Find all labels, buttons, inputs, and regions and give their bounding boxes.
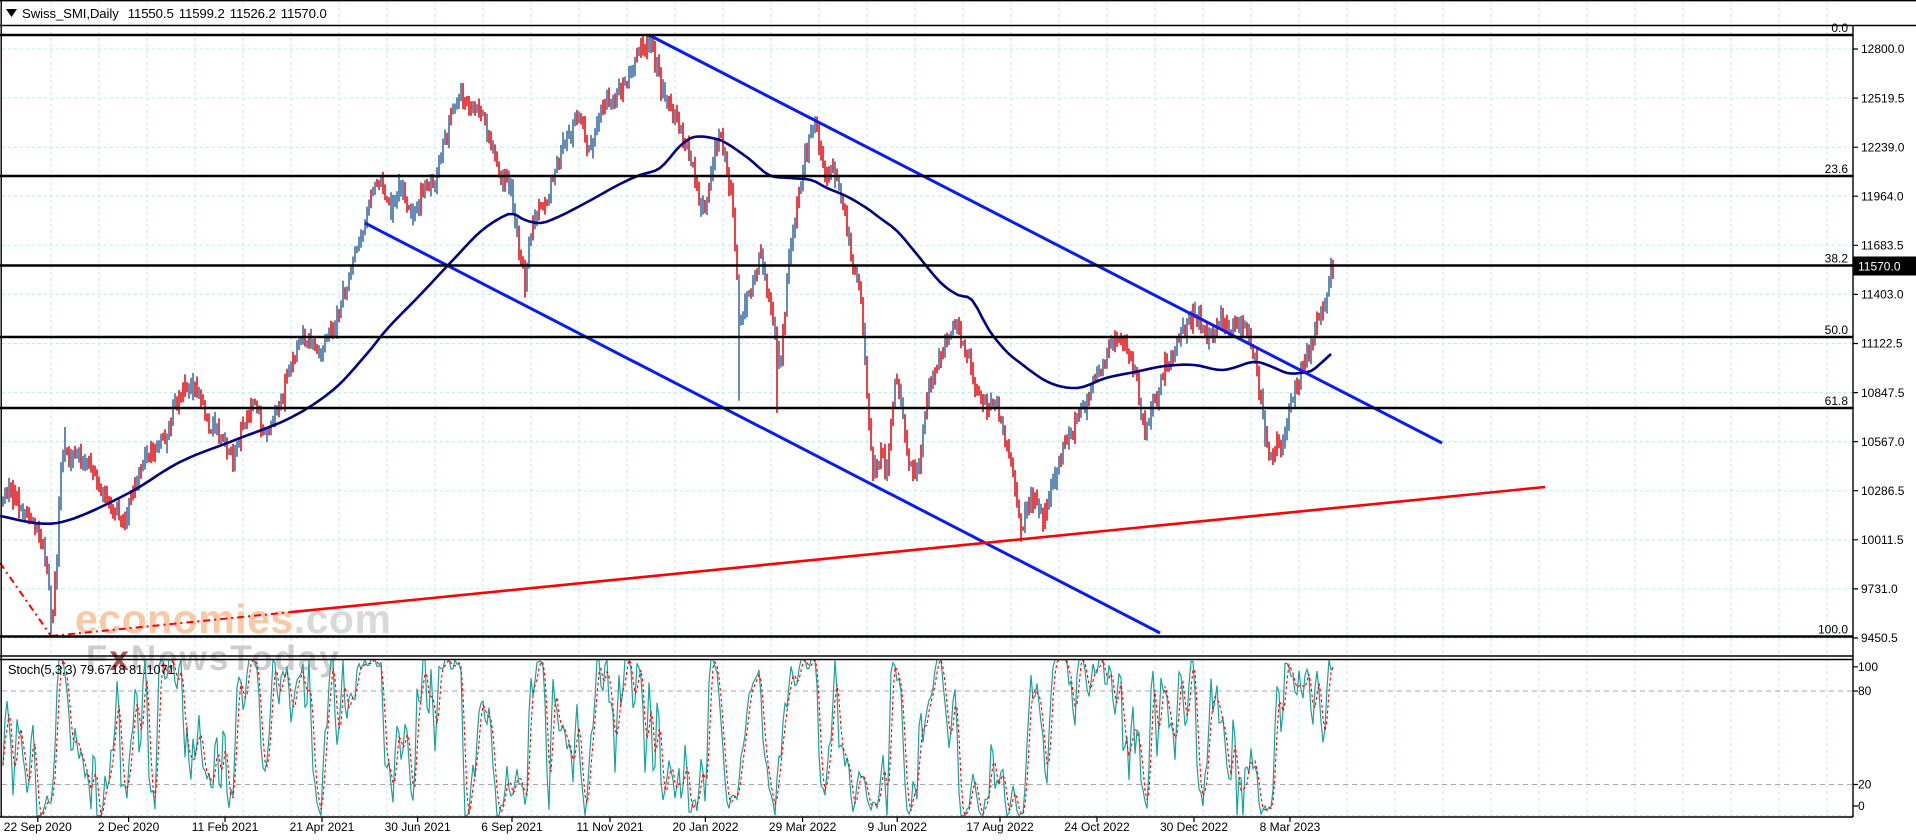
svg-text:11964.0: 11964.0 [1861, 189, 1904, 203]
svg-text:FxNewsToday: FxNewsToday [86, 639, 341, 678]
svg-text:21 Apr 2021: 21 Apr 2021 [290, 820, 355, 834]
svg-text:11 Feb 2021: 11 Feb 2021 [192, 820, 259, 834]
svg-text:50.0: 50.0 [1825, 323, 1849, 337]
svg-text:12239.0: 12239.0 [1861, 140, 1905, 154]
svg-text:11 Nov 2021: 11 Nov 2021 [576, 820, 643, 834]
svg-text:9 Jun 2022: 9 Jun 2022 [868, 820, 928, 834]
svg-text:10847.5: 10847.5 [1861, 386, 1905, 400]
svg-text:9731.0: 9731.0 [1861, 582, 1898, 596]
svg-text:10567.0: 10567.0 [1861, 435, 1905, 449]
svg-text:12800.0: 12800.0 [1861, 42, 1905, 56]
svg-text:100.0: 100.0 [1818, 623, 1848, 637]
svg-text:24 Oct 2022: 24 Oct 2022 [1064, 820, 1130, 834]
svg-text:8 Mar 2023: 8 Mar 2023 [1260, 820, 1321, 834]
svg-text:100: 100 [1858, 660, 1878, 674]
svg-text:38.2: 38.2 [1825, 252, 1849, 266]
svg-text:22 Sep 2020: 22 Sep 2020 [4, 820, 72, 834]
svg-text:10286.5: 10286.5 [1861, 484, 1905, 498]
svg-text:30 Jun 2021: 30 Jun 2021 [385, 820, 451, 834]
svg-text:11403.0: 11403.0 [1861, 288, 1904, 302]
svg-text:Stoch(5,3,3) 79.6718 81.1071: Stoch(5,3,3) 79.6718 81.1071 [8, 662, 175, 677]
svg-text:6 Sep 2021: 6 Sep 2021 [481, 820, 543, 834]
svg-text:20: 20 [1858, 778, 1872, 792]
svg-text:0.0: 0.0 [1831, 21, 1848, 35]
svg-text:12519.5: 12519.5 [1861, 91, 1905, 105]
svg-text:23.6: 23.6 [1825, 162, 1849, 176]
svg-text:economies.com: economies.com [75, 596, 391, 642]
svg-text:80: 80 [1858, 684, 1872, 698]
svg-text:30 Dec 2022: 30 Dec 2022 [1160, 820, 1228, 834]
svg-text:29 Mar 2022: 29 Mar 2022 [769, 820, 837, 834]
svg-text:17 Aug 2022: 17 Aug 2022 [966, 820, 1034, 834]
svg-text:9450.5: 9450.5 [1861, 631, 1898, 645]
svg-text:61.8: 61.8 [1825, 394, 1849, 408]
svg-text:2 Dec 2020: 2 Dec 2020 [98, 820, 160, 834]
svg-text:11122.5: 11122.5 [1861, 337, 1903, 351]
svg-text:0: 0 [1858, 799, 1865, 813]
svg-text:11570.0: 11570.0 [1858, 260, 1901, 274]
svg-text:10011.5: 10011.5 [1861, 533, 1904, 547]
svg-text:20 Jan 2022: 20 Jan 2022 [672, 820, 738, 834]
svg-text:11683.5: 11683.5 [1861, 239, 1904, 253]
